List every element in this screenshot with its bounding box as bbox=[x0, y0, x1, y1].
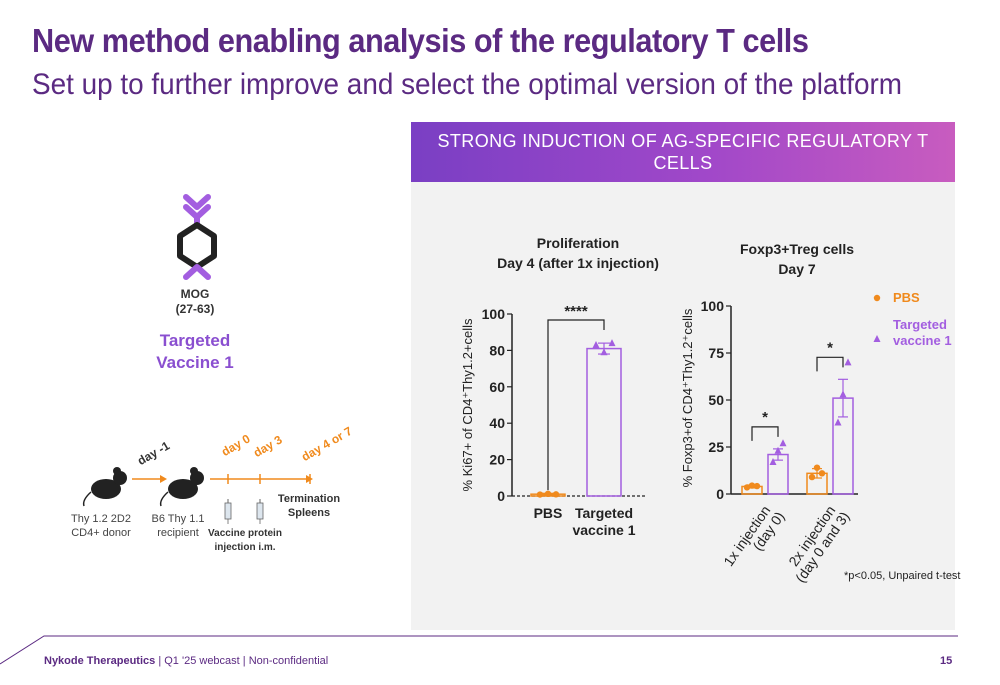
injection-label: Vaccine protein injection i.m. bbox=[200, 527, 290, 555]
chart2-significance-label: * bbox=[827, 339, 833, 356]
chart1-x-tick-label: Targeted bbox=[575, 505, 633, 521]
chart2-point bbox=[774, 446, 782, 454]
chart1-point bbox=[600, 348, 608, 356]
chart2-significance-label: * bbox=[762, 409, 768, 426]
injection-label-line1: Vaccine protein bbox=[208, 528, 282, 539]
footer-company: Nykode Therapeutics bbox=[44, 655, 156, 667]
chart2-y-tick-label: 75 bbox=[708, 345, 724, 361]
chart2-legend-marker bbox=[873, 294, 881, 302]
chart1-significance-label: **** bbox=[564, 303, 588, 320]
chart2-point bbox=[813, 464, 821, 471]
chart2-y-tick-label: 100 bbox=[701, 298, 725, 314]
transfer-arrowhead bbox=[160, 475, 167, 483]
chart2-point bbox=[808, 473, 816, 481]
donor-label: Thy 1.2 2D2 CD4+ donor bbox=[66, 512, 136, 540]
mog-label-line1: MOG bbox=[180, 287, 210, 301]
targeted-vaccine-label-line2: Vaccine 1 bbox=[156, 353, 234, 372]
page-title: New method enabling analysis of the regu… bbox=[32, 22, 809, 59]
chart1-y-tick-label: 0 bbox=[497, 488, 505, 504]
chart2-significance-bracket bbox=[816, 356, 844, 372]
chart2-legend-marker bbox=[873, 335, 881, 342]
recipient-label-line2: recipient bbox=[157, 527, 199, 539]
chart1-x-tick-label: PBS bbox=[534, 505, 563, 521]
termination-label: Termination Spleens bbox=[274, 492, 344, 520]
footer-separator: | bbox=[239, 655, 249, 667]
chart2-point bbox=[753, 482, 761, 490]
page-number: 15 bbox=[940, 655, 953, 667]
termination-label-line1: Termination bbox=[277, 493, 341, 505]
chart1-y-tick-label: 60 bbox=[489, 379, 505, 395]
chart1-title: Proliferation bbox=[537, 235, 619, 251]
chart2-y-tick-label: 0 bbox=[716, 486, 724, 502]
chart1-y-tick-label: 100 bbox=[482, 306, 506, 322]
donor-label-line1: Thy 1.2 2D2 bbox=[71, 513, 131, 525]
chart1-y-axis-label: % Ki67+ of CD4⁺Thy1.2+cells bbox=[460, 318, 475, 492]
chart2-footnote: *p<0.05, Unpaired t-test bbox=[844, 570, 961, 582]
chart2-point bbox=[839, 390, 847, 398]
chart2-significance-bracket bbox=[751, 426, 779, 441]
chart1-y-tick-label: 40 bbox=[489, 415, 505, 431]
chart2-title: Day 7 bbox=[778, 261, 816, 277]
donor-label-line2: CD4+ donor bbox=[71, 527, 131, 539]
chart1-point bbox=[592, 340, 600, 348]
footer-event: Q1 '25 webcast bbox=[164, 655, 240, 667]
mog-label: MOG (27-63) bbox=[160, 287, 230, 317]
chart1-point bbox=[608, 339, 616, 347]
targeted-vaccine-label-line1: Targeted bbox=[159, 331, 231, 350]
syringe-icon bbox=[224, 499, 232, 524]
recipient-mouse-icon bbox=[159, 467, 204, 507]
recipient-label: B6 Thy 1.1 recipient bbox=[143, 512, 213, 540]
chart2-legend-label: PBS bbox=[893, 290, 920, 305]
chart1-y-tick-label: 20 bbox=[489, 452, 505, 468]
donor-mouse-icon bbox=[82, 467, 127, 507]
footer: Nykode Therapeutics | Q1 '25 webcast | N… bbox=[44, 655, 328, 667]
panel-header: STRONG INDUCTION OF AG-SPECIFIC REGULATO… bbox=[411, 122, 955, 182]
chart1-y-tick-label: 80 bbox=[489, 342, 505, 358]
chart2-point bbox=[844, 358, 852, 366]
recipient-label-line1: B6 Thy 1.1 bbox=[151, 513, 205, 525]
results-panel: STRONG INDUCTION OF AG-SPECIFIC REGULATO… bbox=[411, 122, 955, 630]
targeted-vaccine-label: Targeted Vaccine 1 bbox=[140, 330, 250, 374]
chart2-point bbox=[769, 458, 777, 466]
footer-confidentiality: Non-confidential bbox=[248, 655, 329, 667]
chart1-title: Day 4 (after 1x injection) bbox=[497, 255, 659, 271]
chart2-y-tick-label: 25 bbox=[708, 439, 724, 455]
syringe-icon bbox=[256, 499, 264, 524]
termination-label-line2: Spleens bbox=[287, 507, 331, 519]
chart2-point bbox=[818, 470, 826, 477]
injection-label-line2: injection i.m. bbox=[214, 542, 276, 553]
chart2-legend-label: vaccine 1 bbox=[893, 333, 952, 348]
chart1-point bbox=[552, 491, 560, 498]
chart2-point bbox=[748, 482, 756, 489]
chart2-y-axis-label: % Foxp3+of CD4⁺Thy1.2⁺cells bbox=[680, 308, 695, 487]
chart2-title: Foxp3+Treg cells bbox=[740, 241, 854, 257]
chart2-point bbox=[779, 439, 787, 447]
timeline-schematic bbox=[82, 467, 313, 524]
page-subtitle: Set up to further improve and select the… bbox=[32, 68, 903, 101]
chart1-point bbox=[544, 490, 552, 498]
chart1-x-tick-label: vaccine 1 bbox=[572, 522, 635, 538]
chart2-point bbox=[834, 418, 842, 426]
chart2-legend-label: Targeted bbox=[893, 317, 947, 332]
footer-separator: | bbox=[155, 655, 165, 667]
chart2-point bbox=[743, 484, 751, 491]
chart1-significance-bracket bbox=[547, 319, 605, 491]
mog-label-line2: (27-63) bbox=[175, 302, 215, 316]
chart2-y-tick-label: 50 bbox=[708, 392, 724, 408]
chart1-point bbox=[536, 491, 544, 498]
vaccine-construct-icon bbox=[177, 194, 217, 280]
